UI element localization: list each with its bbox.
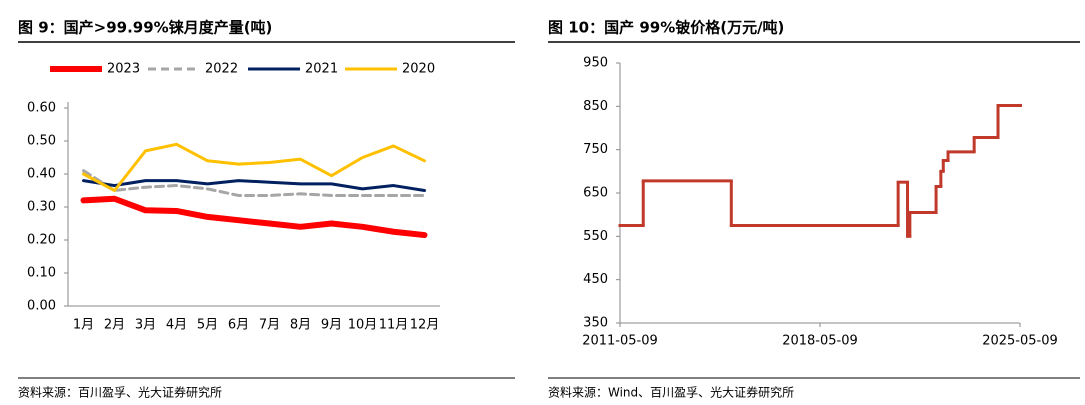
x-tick-label: 2025-05-09 [982, 334, 1058, 349]
y-tick-label: 0.50 [27, 134, 56, 149]
chart-title: 图 9：国产>99.99%铼月度产量(吨) [18, 19, 272, 37]
series-line [80, 195, 428, 239]
y-tick-label: 0.00 [27, 299, 56, 314]
source-note: 资料来源：百川盈孚、光大证券研究所 [18, 385, 222, 400]
x-tick-label: 4月 [166, 318, 187, 333]
chart-title: 图 10：国产 99%铍价格(万元/吨) [548, 19, 784, 37]
x-tick-label: 10月 [348, 318, 378, 333]
series-line [82, 179, 426, 192]
y-tick-label: 650 [583, 186, 608, 201]
y-tick-label: 750 [583, 142, 608, 157]
x-tick-label: 1月 [73, 318, 94, 333]
y-tick-label: 350 [583, 316, 608, 331]
x-tick-label: 5月 [197, 318, 218, 333]
x-tick-label: 12月 [410, 318, 440, 333]
y-tick-label: 0.40 [27, 167, 56, 182]
y-tick-label: 0.20 [27, 233, 56, 248]
x-tick-label: 8月 [290, 318, 311, 333]
x-tick-label: 7月 [259, 318, 280, 333]
x-tick-label: 6月 [228, 318, 249, 333]
legend-label: 2022 [205, 62, 238, 77]
series-line [82, 142, 426, 192]
y-tick-label: 950 [583, 56, 608, 71]
legend-label: 2020 [402, 62, 435, 77]
x-tick-label: 11月 [379, 318, 409, 333]
x-tick-label: 9月 [321, 318, 342, 333]
x-tick-label: 3月 [135, 318, 156, 333]
y-tick-label: 0.60 [27, 101, 56, 116]
y-tick-label: 850 [583, 99, 608, 114]
x-tick-label: 2011-05-09 [582, 334, 658, 349]
series-line [82, 169, 426, 197]
legend-label: 2023 [107, 62, 140, 77]
legend-label: 2021 [305, 62, 338, 77]
source-note: 资料来源：Wind、百川盈孚、光大证券研究所 [548, 385, 794, 400]
x-tick-label: 2018-05-09 [782, 334, 858, 349]
y-tick-label: 0.30 [27, 200, 56, 215]
y-tick-label: 0.10 [27, 266, 56, 281]
y-tick-label: 550 [583, 229, 608, 244]
y-tick-label: 450 [583, 272, 608, 287]
x-tick-label: 2月 [104, 318, 125, 333]
